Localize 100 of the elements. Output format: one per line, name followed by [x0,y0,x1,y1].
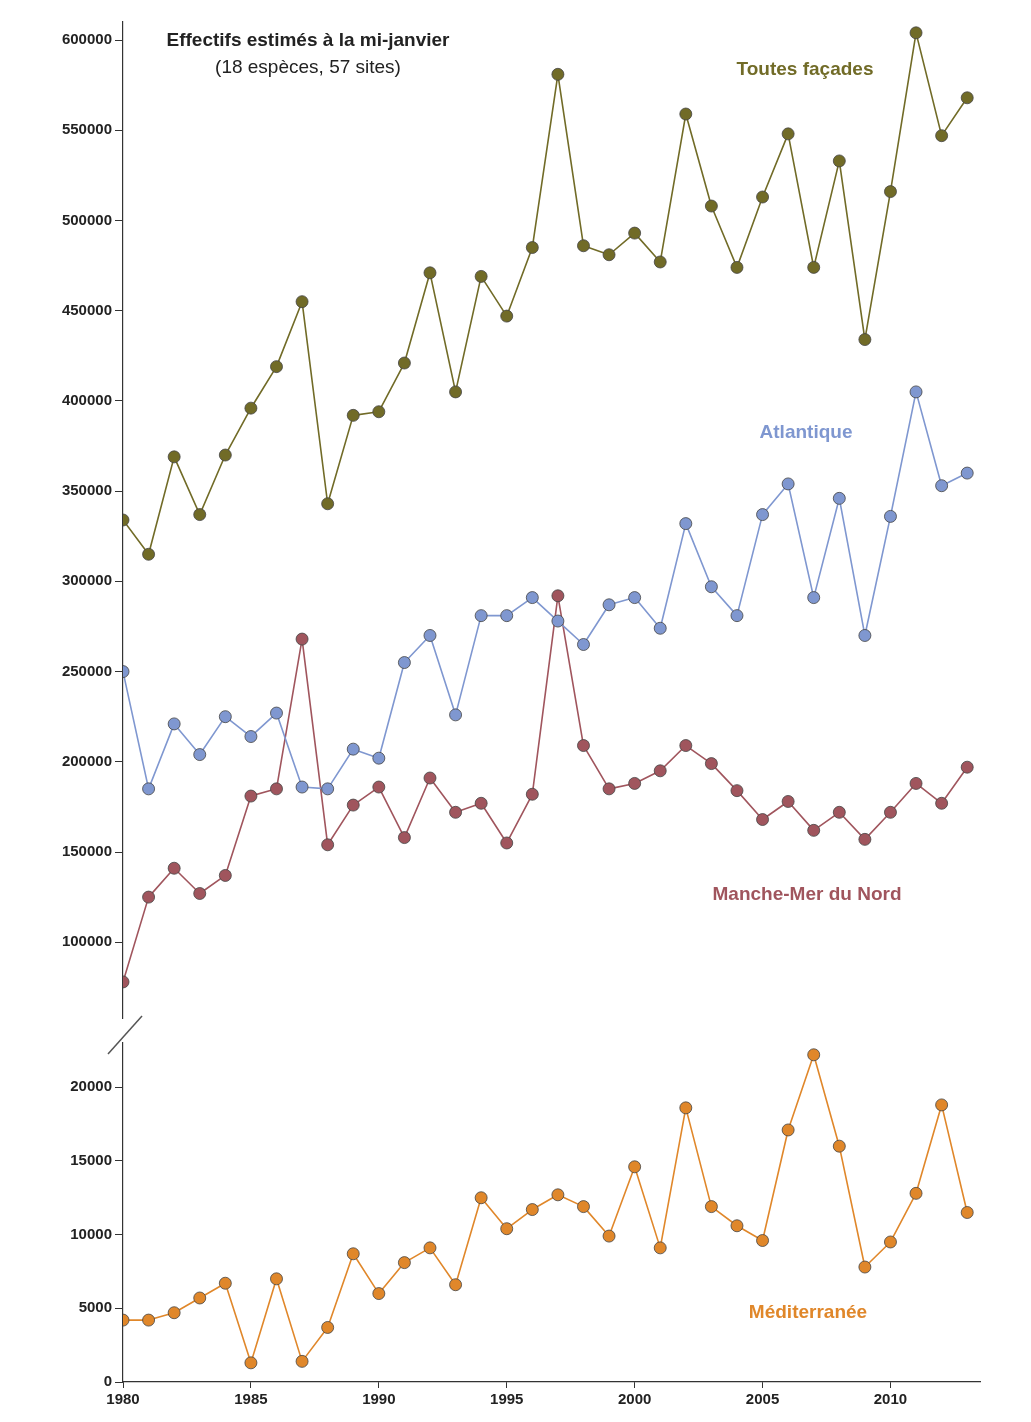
y-tick-label: 600000 [61,30,112,48]
point [500,609,514,623]
y-tick-label: 250000 [61,661,112,679]
point [321,838,335,852]
point [193,887,207,900]
point [346,742,360,756]
y-tick-label: 450000 [61,300,112,318]
point [500,1222,514,1236]
point [167,861,181,875]
point [756,190,769,204]
point [500,309,514,323]
point [551,1188,565,1202]
point [449,1278,462,1292]
point [935,796,949,810]
point [960,466,974,480]
point [244,730,258,743]
point [372,751,386,765]
point [909,777,923,790]
point [679,107,693,121]
point [679,517,693,531]
point [628,591,642,604]
point [346,408,360,422]
y-tick-label: 5000 [78,1298,112,1316]
point [858,832,872,846]
point [858,1260,872,1274]
point [321,782,335,796]
chart-title: Effectifs estimés à la mi-janvier [166,29,451,51]
point [960,760,974,774]
point [525,591,539,604]
point [398,1256,411,1270]
y-tick-label: 20000 [70,1077,112,1095]
point [449,805,462,819]
y-tick-label: 200000 [61,751,112,769]
point [628,1160,642,1174]
point [884,1235,897,1249]
point [832,805,846,819]
point [244,789,258,803]
point [935,479,949,493]
point [142,782,155,796]
point [577,638,590,651]
y-tick-label: 15000 [70,1151,112,1169]
point [577,739,590,752]
point [653,764,667,778]
point [807,823,821,837]
point [372,780,386,794]
point [730,1219,744,1233]
point [704,580,718,594]
point [781,795,795,808]
point [244,1356,258,1370]
point [193,1291,207,1305]
point [960,1206,974,1219]
point [832,154,846,168]
point [295,780,309,794]
point [321,1321,335,1334]
point [807,591,821,604]
point [884,509,897,523]
point [679,1101,693,1115]
point [218,869,232,882]
point [193,748,207,761]
point [551,67,565,81]
point [756,1234,769,1247]
point [781,1123,795,1137]
y-tick-label: 0 [103,1372,112,1390]
point [628,226,642,240]
point [704,757,718,770]
point [321,497,335,511]
point [832,1139,846,1153]
x-tick-label: 2005 [745,1390,780,1408]
point [193,508,207,521]
point [346,1247,360,1261]
point [167,450,181,464]
point [704,1200,718,1213]
series-label: Méditerranée [748,1301,868,1323]
point [270,706,283,720]
point [730,609,744,623]
x-tick-label: 1995 [490,1390,524,1408]
point [884,805,897,819]
point [935,129,949,143]
x-tick-label: 1985 [234,1390,268,1408]
point [653,1241,667,1255]
y-tick-label: 400000 [61,391,112,409]
point [474,609,488,623]
point [602,1229,616,1243]
point [500,836,514,850]
point [909,1186,923,1200]
point [167,1306,181,1320]
point [346,798,360,812]
point [756,508,769,521]
point [372,1287,386,1300]
text: (18 espèces, 57 sites) [215,56,401,78]
point [167,717,181,731]
point [295,295,309,309]
text: Manche-Mer du Nord [712,883,902,905]
point [781,127,795,141]
point [807,260,821,274]
point [218,710,232,724]
point [142,1313,155,1327]
point [756,813,769,826]
point [423,771,437,785]
point [551,614,565,628]
